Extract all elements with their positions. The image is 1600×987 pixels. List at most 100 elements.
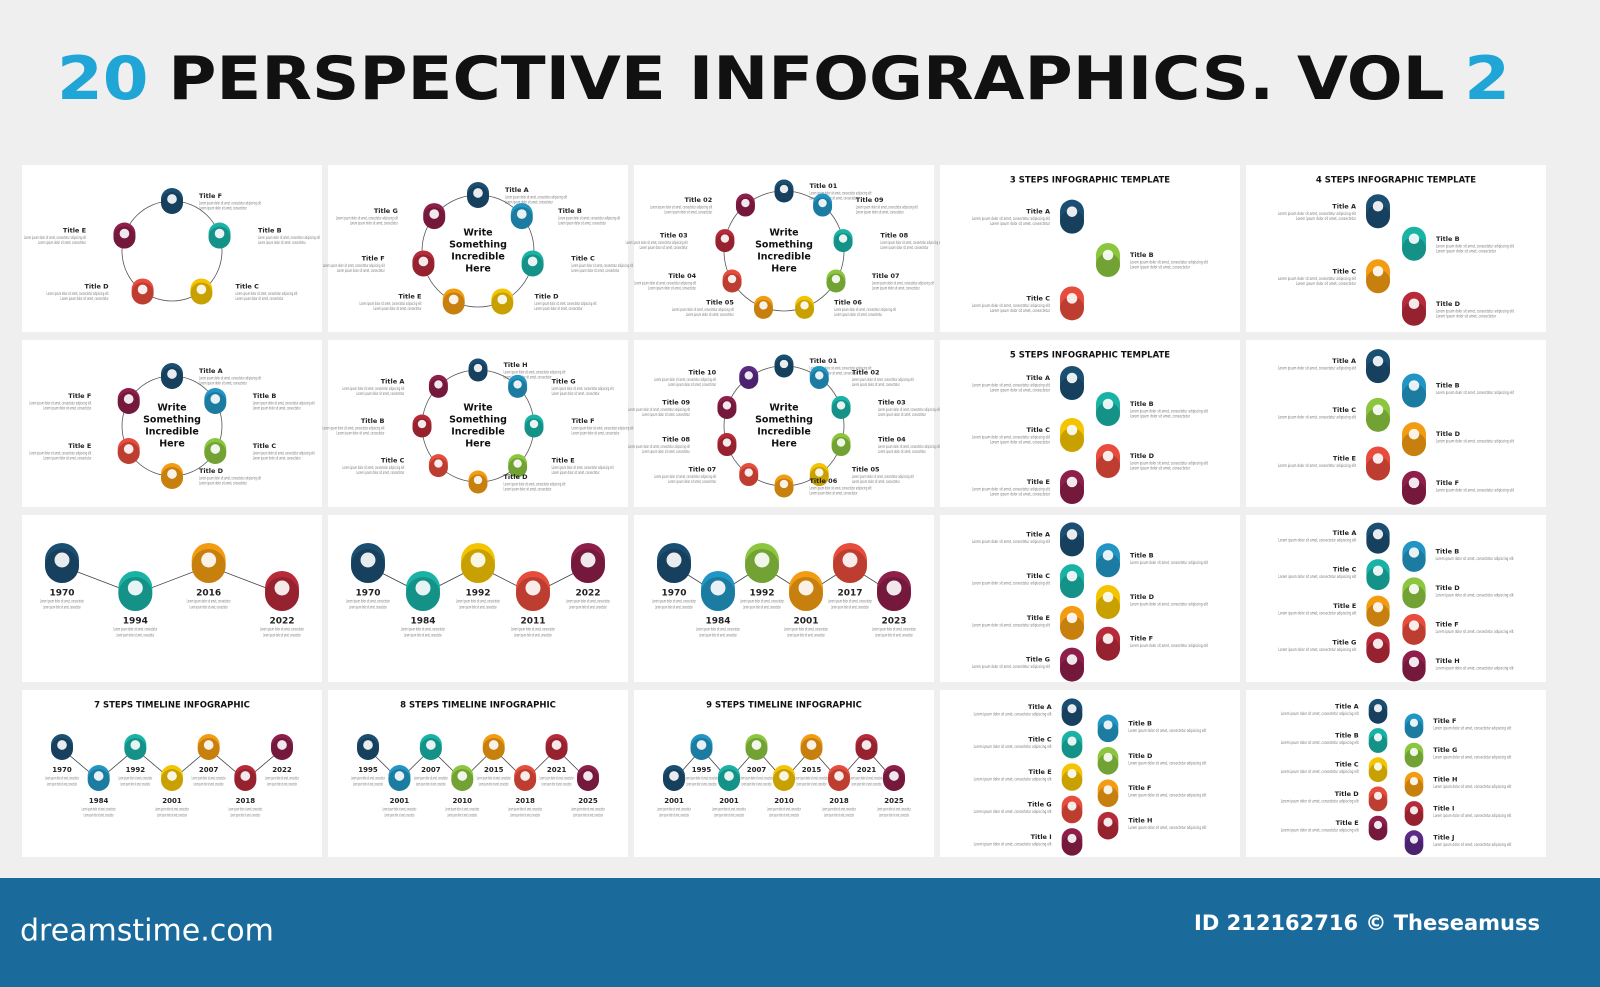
item-text: Lorem ipsum dolor sit amet, consectetur [872, 286, 920, 292]
panel: 1970Lorem ipsum dolor sit amet, consecte… [22, 515, 322, 682]
pill-icon [798, 580, 814, 596]
item-title: 2001 [793, 617, 818, 627]
pill-icon [1373, 733, 1383, 742]
item-title: Title B [1436, 547, 1460, 555]
pill-icon [473, 363, 483, 373]
item-title: 2023 [881, 617, 906, 627]
pill-icon [277, 740, 287, 750]
item-text: Lorem ipsum dolor sit amet, consectetur [192, 776, 226, 782]
item-text: Lorem ipsum dolor sit amet, consectetur … [1130, 409, 1208, 415]
item-title: Title H [504, 361, 528, 369]
item-title: Title F [199, 192, 222, 200]
pill-icon [167, 771, 177, 781]
item-title: Title C [381, 457, 405, 465]
item-text: Lorem ipsum dolor sit amet, consectetur [990, 388, 1050, 394]
item-title: Title 05 [852, 466, 880, 474]
item-title: 1994 [123, 617, 148, 627]
item-text: Lorem ipsum dolor sit amet, consectetur [655, 605, 693, 611]
item-text: Lorem ipsum dolor sit amet, consectetur [199, 481, 247, 487]
center-text: Here [465, 264, 491, 275]
pill-icon [1102, 450, 1114, 462]
item-title: Title 08 [662, 436, 690, 444]
item-text: Lorem ipsum dolor sit amet, consectetur [356, 470, 404, 476]
pill-shade [1060, 428, 1084, 452]
panel: 1970Lorem ipsum dolor sit amet, consecte… [634, 515, 934, 682]
pill-shade [1402, 480, 1426, 505]
footer-bar [0, 878, 1600, 987]
item-text: Lorem ipsum dolor sit amet, consectetur … [1436, 592, 1514, 598]
item-text: Lorem ipsum dolor sit amet, consectetur [831, 605, 869, 611]
item-text: Lorem ipsum dolor sit amet, consectetur [337, 431, 385, 437]
item-title: Title F [1433, 717, 1456, 725]
item-text: Lorem ipsum dolor sit amet, consectetur [267, 782, 297, 788]
pill-icon [836, 401, 846, 410]
item-text: Lorem ipsum dolor sit amet, consectetur … [1436, 629, 1514, 635]
item-text: Lorem ipsum dolor sit amet, consectetur … [974, 841, 1052, 847]
pill-icon [1372, 265, 1384, 277]
pill-icon [210, 394, 221, 404]
item-text: Lorem ipsum dolor sit amet, consectetur … [342, 465, 404, 471]
pill-icon [800, 301, 809, 310]
pill-icon [886, 580, 902, 596]
item-text: Lorem ipsum dolor sit amet, consectetur [510, 813, 540, 819]
item-title: Title G [374, 207, 398, 215]
item-text: Lorem ipsum dolor sit amet, consectetur [61, 296, 109, 302]
pill-shade [1366, 359, 1390, 384]
item-text: Lorem ipsum dolor sit amet, consectetur [508, 807, 542, 813]
item-title: Title E [1027, 478, 1050, 486]
pill-icon [1372, 638, 1384, 649]
title-text: PERSPECTIVE INFOGRAPHICS. VOL [168, 44, 1444, 114]
item-text: Lorem ipsum dolor sit amet, consectetur [373, 306, 421, 312]
panel-card [940, 515, 1240, 682]
item-text: Lorem ipsum dolor sit amet, consectetur … [972, 539, 1050, 545]
item-text: Lorem ipsum dolor sit amet, consectetur [84, 813, 114, 819]
item-title: Title I [1031, 833, 1052, 841]
item-title: Title C [1333, 566, 1357, 574]
item-text: Lorem ipsum dolor sit amet, consectetur [253, 456, 301, 462]
item-title: Title B [1130, 551, 1154, 559]
item-text: Lorem ipsum dolor sit amet, consectetur … [1436, 390, 1514, 396]
item-title: Title A [1335, 702, 1359, 710]
item-text: Lorem ipsum dolor sit amet, consectetur … [672, 307, 734, 313]
pill-icon [57, 740, 67, 750]
pill-shade [1404, 719, 1424, 739]
item-title: Title G [1026, 656, 1050, 664]
item-text: Lorem ipsum dolor sit amet, consectetur [382, 807, 416, 813]
pill-icon [861, 740, 872, 750]
item-text: Lorem ipsum dolor sit amet, consectetur [742, 782, 772, 788]
item-title: 2001 [390, 797, 410, 805]
item-text: Lorem ipsum dolor sit amet, consectetur … [1128, 728, 1206, 734]
item-text: Lorem ipsum dolor sit amet, consectetur [337, 268, 385, 274]
item-title: 2010 [774, 797, 794, 805]
item-text: Lorem ipsum dolor sit amet, consectetur [990, 492, 1050, 498]
panel: 9 STEPS TIMELINE INFOGRAPHIC 2001 Lorem ip… [634, 690, 934, 857]
item-text: Lorem ipsum dolor sit amet, consectetur … [972, 581, 1050, 587]
item-text: Lorem ipsum dolor sit amet, consectetur [350, 221, 398, 227]
panel-heading: 5 STEPS INFOGRAPHIC TEMPLATE [1010, 351, 1170, 361]
pill-shade [1366, 639, 1390, 664]
item-text: Lorem ipsum dolor sit amet, consectetur … [972, 216, 1050, 222]
item-text: Lorem ipsum dolor sit amet, consectetur … [199, 376, 261, 382]
panel-heading: 8 STEPS TIMELINE INFOGRAPHIC [400, 701, 556, 711]
item-title: Title E [398, 292, 421, 300]
pill-icon [1373, 820, 1383, 830]
pill-icon [1408, 583, 1420, 595]
pill-icon [123, 394, 134, 404]
item-text: Lorem ipsum dolor sit amet, consectetur … [1281, 711, 1359, 717]
item-text: Lorem ipsum dolor sit amet, consectetur [199, 381, 247, 387]
item-text: Lorem ipsum dolor sit amet, consectetur … [323, 426, 385, 432]
center-text: Write [463, 403, 492, 414]
title-number: 20 [57, 44, 149, 114]
item-text: Lorem ipsum dolor sit amet, consectetur [265, 776, 299, 782]
item-title: Title G [1433, 746, 1457, 754]
item-title: Title B [1130, 400, 1154, 408]
item-text: Lorem ipsum dolor sit amet, consectetur … [258, 235, 320, 241]
item-title: Title B [1436, 235, 1460, 243]
item-text: Lorem ipsum dolor sit amet, consectetur [45, 776, 79, 782]
item-title: Title A [199, 367, 223, 375]
panel-card [1246, 165, 1546, 332]
item-text: Lorem ipsum dolor sit amet, consectetur … [47, 291, 109, 297]
